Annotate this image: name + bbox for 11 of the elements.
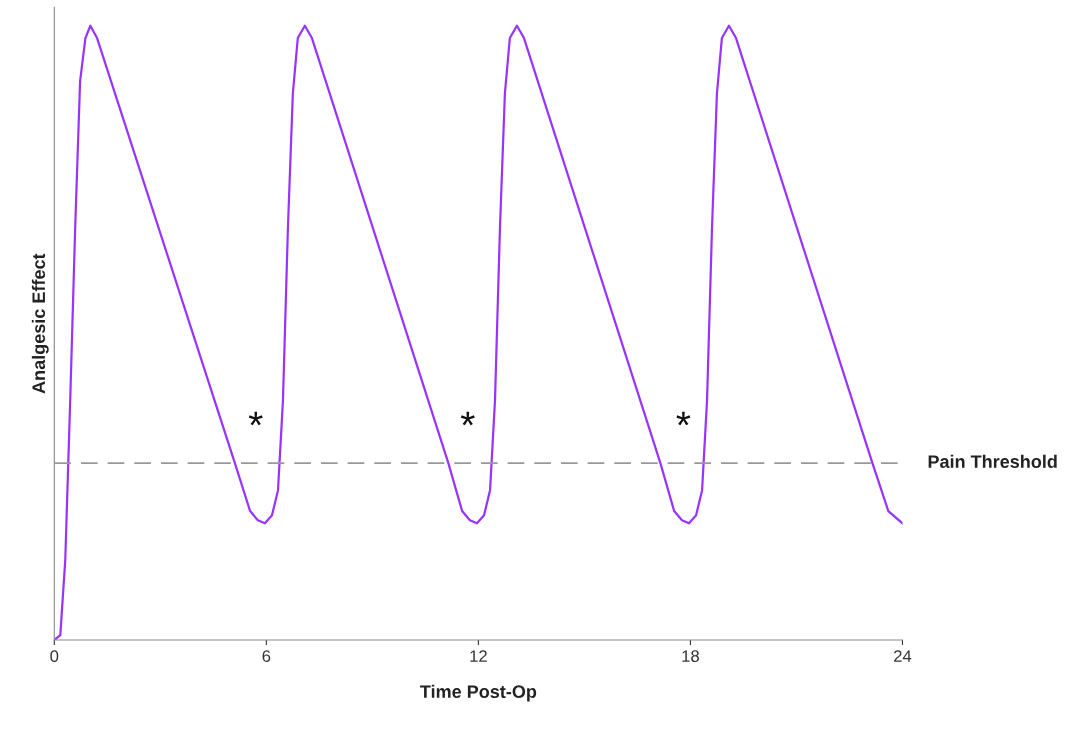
x-tick-label: 12 [470,650,487,662]
x-axis-title: Time Post-Op [420,684,537,702]
x-tick-label: 18 [682,650,699,663]
x-tick-label: 0 [50,650,59,663]
x-tick-label: 6 [262,650,271,663]
x-tick-label: 24 [894,650,912,662]
y-axis-title: Analgesic Effect [31,253,49,394]
annotation: * [676,411,691,426]
annotation: * [248,411,263,426]
annotation: * [460,411,475,426]
ref-line-label: Pain Threshold [928,454,1057,468]
